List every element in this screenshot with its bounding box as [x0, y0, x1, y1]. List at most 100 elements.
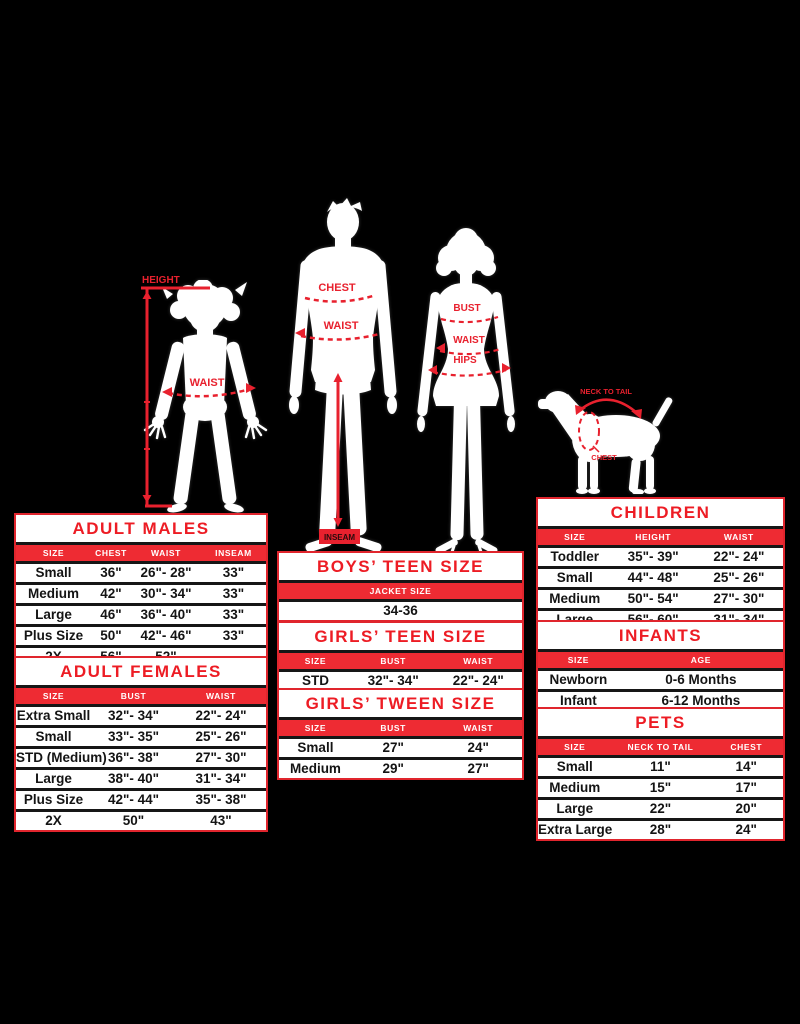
- cell: 30"- 34": [131, 582, 201, 603]
- adult-females-title: ADULT FEMALES: [16, 658, 266, 685]
- cell: 50"- 54": [611, 587, 695, 608]
- column-header: BUST: [351, 717, 435, 736]
- cell: 15": [611, 776, 710, 797]
- girls-tween-grid: SIZE BUST WAIST Small 27" 24" Medium 29" 27": [279, 717, 522, 778]
- cell: 33": [201, 603, 266, 624]
- cell: 25"- 26": [694, 566, 783, 587]
- pets-grid: SIZE NECK TO TAIL CHEST Small 11" 14" Medium 15…: [538, 736, 783, 839]
- infants-table: INFANTS SIZE AGE Newborn 0-6 Months Infant 6-…: [536, 620, 785, 712]
- cell: 33": [201, 561, 266, 582]
- cell: 27": [434, 757, 522, 778]
- cell: 26"- 28": [131, 561, 201, 582]
- cell: Large: [16, 767, 91, 788]
- children-table: CHILDREN SIZE HEIGHT WAIST Toddler 35"- 39" 2…: [536, 497, 785, 631]
- cell: 36": [91, 561, 131, 582]
- cell: 31"- 34": [176, 767, 266, 788]
- cell: Small: [16, 561, 91, 582]
- column-header: CHEST: [91, 542, 131, 561]
- column-header: SIZE: [538, 526, 612, 545]
- column-header: WAIST: [131, 542, 201, 561]
- cell: 20": [709, 797, 783, 818]
- column-header: SIZE: [16, 685, 91, 704]
- children-title: CHILDREN: [538, 499, 783, 526]
- cell: 27"- 30": [694, 587, 783, 608]
- cell: Medium: [538, 776, 612, 797]
- adult-females-table: ADULT FEMALES SIZE BUST WAIST Extra Small 32…: [14, 656, 268, 832]
- column-header: SIZE: [538, 649, 619, 668]
- cell: Extra Large: [538, 818, 612, 839]
- column-header: BUST: [91, 685, 176, 704]
- cell: 24": [709, 818, 783, 839]
- adult-males-grid: SIZE CHEST WAIST INSEAM Small 36" 26"- 28" 33" M…: [16, 542, 266, 666]
- column-header: SIZE: [538, 736, 612, 755]
- cell: Medium: [16, 582, 91, 603]
- cell: 33"- 35": [91, 725, 176, 746]
- cell: Toddler: [538, 545, 612, 566]
- cell: 38"- 40": [91, 767, 176, 788]
- cell: STD: [279, 669, 352, 690]
- infants-title: INFANTS: [538, 622, 783, 649]
- cell: 35"- 39": [611, 545, 695, 566]
- cell: 36"- 40": [131, 603, 201, 624]
- pets-title: PETS: [538, 709, 783, 736]
- cell: 2X: [16, 809, 91, 830]
- cell: STD (Medium): [16, 746, 107, 767]
- cell: 50": [91, 809, 176, 830]
- cell: 27": [351, 736, 435, 757]
- cell: Large: [538, 797, 612, 818]
- cell: 22": [611, 797, 710, 818]
- column-header: SIZE: [279, 650, 352, 669]
- cell: 22"- 24": [176, 704, 266, 725]
- cell: Small: [538, 755, 612, 776]
- cell: 25"- 26": [176, 725, 266, 746]
- cell: 36"- 38": [91, 746, 176, 767]
- cell: [201, 645, 266, 666]
- column-header: CHEST: [709, 736, 783, 755]
- cell: 22"- 24": [434, 669, 522, 690]
- column-header: HEIGHT: [611, 526, 695, 545]
- cell: 50": [91, 624, 131, 645]
- cell: 43": [176, 809, 266, 830]
- cell: 42": [91, 582, 131, 603]
- cell: 0-6 Months: [618, 668, 783, 689]
- adult-females-grid: SIZE BUST WAIST Extra Small 32"- 34" 22"- 24"…: [16, 685, 266, 830]
- column-header: WAIST: [434, 717, 522, 736]
- cell: 42"- 44": [91, 788, 176, 809]
- pets-table: PETS SIZE NECK TO TAIL CHEST Small 11" 14" Med…: [536, 707, 785, 841]
- boys-teen-table: BOYS’ TEEN SIZE JACKET SIZE 34-36: [277, 551, 524, 622]
- cell: 29": [351, 757, 435, 778]
- cell: 22"- 24": [694, 545, 783, 566]
- cell: 11": [611, 755, 710, 776]
- boys-teen-title: BOYS’ TEEN SIZE: [279, 553, 522, 580]
- cell: Small: [279, 736, 352, 757]
- cell: 27"- 30": [176, 746, 266, 767]
- cell: 17": [709, 776, 783, 797]
- child-fingers: [143, 422, 268, 440]
- cell: Infant: [538, 689, 619, 710]
- cell: Medium: [538, 587, 612, 608]
- column-header: AGE: [618, 649, 783, 668]
- cell: 35"- 38": [176, 788, 266, 809]
- column-header: SIZE: [16, 542, 91, 561]
- column-header: WAIST: [694, 526, 783, 545]
- cell: 14": [709, 755, 783, 776]
- cell: Plus Size: [16, 788, 91, 809]
- cell: 34-36: [279, 599, 522, 620]
- children-grid: SIZE HEIGHT WAIST Toddler 35"- 39" 22"- 24" Sm…: [538, 526, 783, 629]
- column-header: INSEAM: [201, 542, 266, 561]
- woman-silhouette: [417, 228, 515, 557]
- dog-silhouette: [538, 391, 673, 494]
- cell: Medium: [279, 757, 352, 778]
- column-header: SIZE: [279, 717, 352, 736]
- cell: 32"- 34": [351, 669, 435, 690]
- boys-teen-grid: JACKET SIZE 34-36: [279, 580, 522, 620]
- cell: 24": [434, 736, 522, 757]
- cell: Small: [16, 725, 91, 746]
- cell: 46": [91, 603, 131, 624]
- column-header: WAIST: [434, 650, 522, 669]
- girls-tween-table: GIRLS’ TWEEN SIZE SIZE BUST WAIST Small 27" 2…: [277, 688, 524, 780]
- cell: Plus Size: [16, 624, 91, 645]
- cell: Newborn: [538, 668, 619, 689]
- column-header: NECK TO TAIL: [611, 736, 710, 755]
